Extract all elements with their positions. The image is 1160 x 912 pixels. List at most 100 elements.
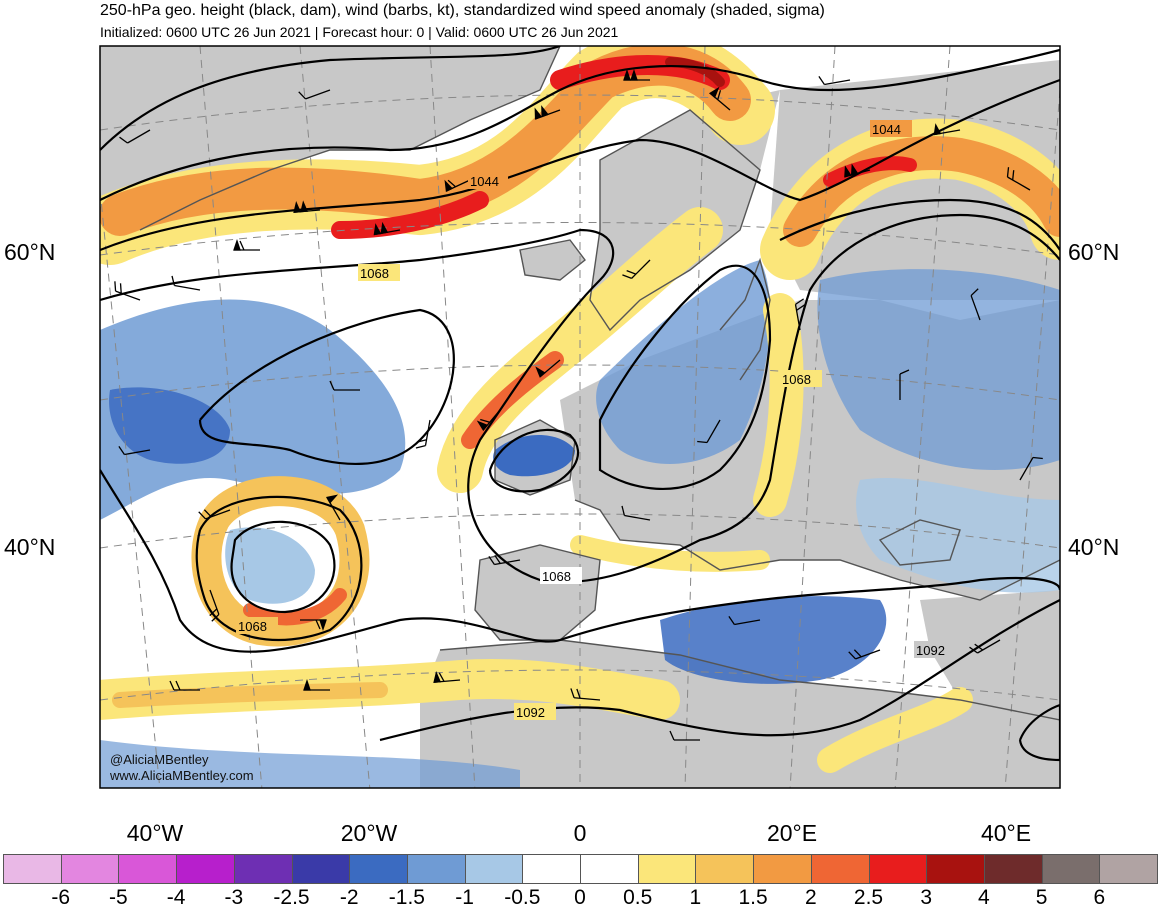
negative-anomaly-south	[100, 740, 520, 788]
black-sea-coast	[878, 519, 961, 566]
colorbar-swatch	[233, 854, 293, 884]
scandinavia-coast	[589, 109, 761, 332]
colorbar-label: 2.5	[853, 886, 884, 909]
meridian-40w	[100, 189, 161, 788]
jet-streak-cutoff-core	[243, 588, 347, 626]
wind-barb	[622, 259, 651, 279]
meridian-30e	[894, 46, 951, 788]
wind-barb	[818, 75, 851, 86]
meridian-40e	[1004, 89, 1060, 788]
negative-anomaly-mediterranean	[660, 596, 887, 684]
colorbar-swatch	[810, 854, 870, 884]
iceland-land	[520, 240, 585, 280]
contour-1092	[100, 469, 1060, 653]
iberia-coast	[474, 544, 601, 641]
colorbar-label: -5	[109, 886, 128, 909]
wind-barb	[488, 554, 521, 566]
colorbar-label: 2	[804, 886, 817, 909]
colorbar-swatch	[868, 854, 928, 884]
colorbar-swatch	[349, 854, 408, 884]
wind-barb	[570, 688, 601, 701]
wind-barb	[209, 589, 220, 622]
colorbar-swatch	[753, 854, 812, 884]
contour-1092-south	[379, 599, 1060, 742]
wind-barb	[329, 380, 360, 391]
meridian-20e	[789, 46, 836, 788]
jet-streak-north-atlantic-core	[331, 191, 489, 239]
credit-website: www.AliciaMBentley.com	[110, 768, 254, 783]
colorbar-label: 5	[1035, 886, 1048, 909]
lon-label-40e: 40°E	[980, 820, 1032, 846]
colorbar-label: -6	[51, 886, 71, 909]
parallel-30n	[100, 669, 1060, 701]
colorbar-label: 0	[574, 886, 586, 909]
colorbar-label: -2.5	[273, 886, 310, 909]
jet-streaks	[100, 46, 1060, 773]
wind-barb	[970, 288, 981, 321]
wind-barb	[476, 409, 501, 432]
graticule	[100, 46, 1060, 788]
negative-anomaly-atlantic-core	[109, 387, 230, 464]
contour-label: 1068	[782, 372, 811, 387]
lat-label-left-60n: 60°N	[4, 239, 56, 265]
meridian-30w	[199, 46, 263, 788]
jet-streak-subtropical-core	[112, 682, 388, 708]
colorbar-swatch	[406, 854, 466, 884]
contour-north-1	[100, 46, 561, 151]
colorbar-swatch	[176, 854, 235, 884]
wind-barb	[118, 445, 151, 456]
colorbar-swatch	[983, 854, 1043, 884]
colorbar-label: 3	[920, 886, 933, 909]
jet-streak-south-europe	[570, 535, 770, 572]
contour-southeast-closed	[1018, 703, 1060, 762]
meridian-10e	[684, 46, 706, 788]
colorbar-label: 1.5	[738, 886, 768, 909]
colorbar-swatch	[926, 854, 985, 884]
colorbar-label: -1.5	[388, 886, 425, 909]
colorbar-label: -0.5	[504, 886, 541, 909]
colorbar-swatch	[695, 854, 755, 884]
lat-label-right-60n: 60°N	[1068, 239, 1120, 265]
wind-barb	[169, 680, 200, 691]
wind-barb	[433, 670, 461, 683]
lat-label-right-40n: 40°N	[1068, 534, 1120, 560]
wind-barb	[300, 619, 327, 632]
wind-barb	[415, 419, 431, 449]
greenland-coast	[139, 46, 561, 231]
colorbar-label: -1	[455, 886, 474, 909]
baltic-coast	[719, 257, 771, 381]
contour-label: 1092	[916, 643, 945, 658]
jet-streak-scandinavia-south	[753, 293, 804, 517]
wind-barb	[697, 419, 721, 444]
wind-barb	[198, 509, 231, 520]
colorbar-swatch	[118, 854, 178, 884]
iceland-coast	[519, 239, 586, 281]
contour-1068-scandinavia	[598, 264, 772, 490]
contour-1068-lobe	[198, 308, 455, 466]
jet-streak-scandinavia-mid	[783, 136, 1060, 247]
middle-east-land	[920, 590, 1060, 720]
meridian-20w	[299, 46, 371, 788]
wind-barb	[899, 369, 910, 400]
colorbar-swatch	[291, 854, 351, 884]
colorbar-label: 0.5	[623, 886, 653, 909]
contour-cutoff-outer	[195, 495, 363, 642]
contour-1068-north	[100, 213, 1060, 584]
jet-streak-southeast	[817, 687, 973, 773]
wind-barb	[1006, 167, 1031, 191]
colorbar-label: 6	[1093, 886, 1106, 909]
colorbar	[3, 854, 1159, 884]
wind-barb	[969, 639, 1001, 654]
wind-barb	[844, 163, 871, 178]
map-frame	[99, 45, 1061, 789]
negative-anomaly-cutoff-low	[225, 527, 315, 604]
uk-coast	[494, 419, 576, 496]
parallel-60n	[100, 222, 1060, 256]
europe-coast	[574, 499, 1060, 601]
wind-barb	[728, 615, 761, 626]
negative-anomaly-russia	[817, 269, 1060, 470]
colorbar-swatch	[522, 854, 582, 884]
colorbar-label: -2	[339, 886, 359, 909]
negative-anomaly-europe	[596, 260, 771, 464]
contour-label: 1068	[542, 569, 571, 584]
